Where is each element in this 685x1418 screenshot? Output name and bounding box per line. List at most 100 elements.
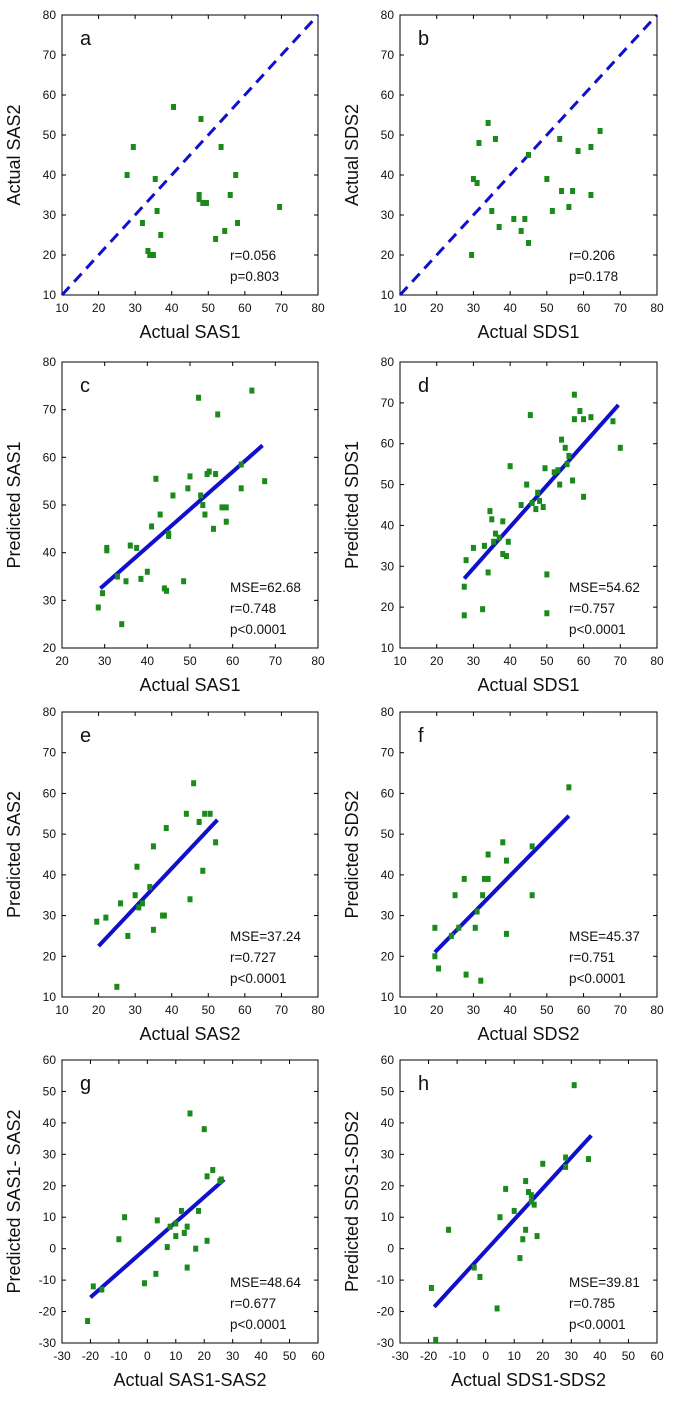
data-point xyxy=(503,857,509,864)
data-point xyxy=(571,1082,577,1089)
data-point xyxy=(448,932,454,939)
data-point xyxy=(215,411,221,418)
data-point xyxy=(551,469,557,476)
data-point xyxy=(540,504,546,511)
panel-letter-c: c xyxy=(80,375,90,397)
data-point xyxy=(617,444,623,451)
data-point xyxy=(487,508,493,515)
data-point xyxy=(480,892,486,899)
x-tick-label-d: 20 xyxy=(430,654,444,668)
x-tick-label-b: 70 xyxy=(614,301,628,315)
y-tick-label-b: 10 xyxy=(381,288,395,302)
data-point xyxy=(136,904,142,911)
data-point xyxy=(526,1189,531,1196)
data-point xyxy=(207,810,213,817)
data-point xyxy=(511,216,517,222)
y-axis-label-d: Predicted SDS1 xyxy=(342,441,362,569)
y-tick-label-h: 10 xyxy=(381,1210,395,1224)
y-tick-label-f: 40 xyxy=(381,868,395,882)
data-point xyxy=(534,1233,540,1240)
x-tick-label-d: 50 xyxy=(540,654,554,668)
x-tick-label-c: 40 xyxy=(141,654,155,668)
x-tick-label-g: 50 xyxy=(283,1349,297,1363)
x-tick-label-h: -30 xyxy=(391,1349,409,1363)
data-point xyxy=(218,144,224,150)
regression-line-e xyxy=(97,818,219,948)
data-point xyxy=(474,908,480,915)
data-point xyxy=(127,542,133,549)
data-point xyxy=(529,843,535,850)
data-point xyxy=(474,180,480,186)
data-point xyxy=(481,875,487,882)
data-point xyxy=(218,1176,224,1183)
plot-frame-f xyxy=(399,711,658,998)
data-point xyxy=(452,892,458,899)
y-tick-label-f: 70 xyxy=(381,746,395,760)
data-point xyxy=(507,463,513,470)
identity-line-a xyxy=(60,13,320,297)
x-tick-label-c: 20 xyxy=(55,654,69,668)
data-point xyxy=(559,188,565,194)
data-point xyxy=(480,606,486,613)
x-tick-label-h: -10 xyxy=(448,1349,466,1363)
data-point xyxy=(500,518,506,525)
data-point xyxy=(544,571,550,578)
data-point xyxy=(432,953,438,960)
data-point xyxy=(563,1154,569,1161)
y-tick-label-d: 80 xyxy=(381,355,395,369)
stat-text-e: r=0.727 xyxy=(230,950,276,965)
x-tick-label-h: 40 xyxy=(593,1349,607,1363)
x-tick-label-e: 80 xyxy=(311,1003,325,1017)
data-point xyxy=(200,867,206,874)
y-tick-label-b: 30 xyxy=(381,208,395,222)
x-tick-label-d: 60 xyxy=(577,654,591,668)
data-point xyxy=(130,144,136,150)
data-point xyxy=(167,1223,173,1230)
data-point xyxy=(164,587,170,594)
data-point xyxy=(116,1236,122,1243)
data-point xyxy=(500,839,506,846)
data-point xyxy=(503,553,509,560)
data-point xyxy=(238,461,244,468)
data-point xyxy=(492,530,498,537)
stat-text-g: p<0.0001 xyxy=(230,1317,287,1332)
y-axis-label-h: Predicted SDS1-SDS2 xyxy=(342,1111,362,1292)
data-point xyxy=(497,1214,503,1221)
data-point xyxy=(163,825,169,832)
y-tick-label-h: 50 xyxy=(381,1084,395,1098)
x-tick-label-a: 20 xyxy=(92,301,106,315)
data-point xyxy=(585,1156,591,1163)
y-tick-label-h: 0 xyxy=(387,1242,394,1256)
data-point xyxy=(114,573,120,580)
data-point xyxy=(503,930,509,937)
panel-c: 20 30 40 50 60 70 80 20 30 40 50 60 70 80 Actual SAS1 P… xyxy=(4,355,325,695)
data-point xyxy=(588,414,594,421)
data-point xyxy=(164,1244,170,1251)
data-point xyxy=(187,473,193,480)
x-tick-label-g: 10 xyxy=(169,1349,183,1363)
data-point xyxy=(200,200,206,206)
y-tick-label-b: 60 xyxy=(381,88,395,102)
data-point xyxy=(85,1317,91,1324)
data-point xyxy=(469,252,475,258)
x-tick-label-e: 20 xyxy=(92,1003,106,1017)
data-point xyxy=(213,471,219,478)
y-tick-label-f: 60 xyxy=(381,786,395,800)
y-tick-label-g: -30 xyxy=(39,1336,57,1350)
data-point xyxy=(461,612,467,619)
data-point xyxy=(150,252,156,258)
stat-text-g: MSE=48.64 xyxy=(230,1275,301,1290)
data-point xyxy=(588,192,594,198)
data-point xyxy=(575,148,581,154)
data-point xyxy=(481,542,487,549)
y-tick-label-h: 60 xyxy=(381,1053,395,1067)
y-tick-label-a: 40 xyxy=(43,168,57,182)
data-point xyxy=(557,136,563,142)
y-tick-label-f: 50 xyxy=(381,827,395,841)
stat-text-c: MSE=62.68 xyxy=(230,580,301,595)
data-point xyxy=(196,1207,202,1214)
data-point xyxy=(533,506,539,513)
y-tick-label-d: 30 xyxy=(381,559,395,573)
data-point xyxy=(90,1283,96,1290)
x-tick-label-d: 30 xyxy=(467,654,481,668)
